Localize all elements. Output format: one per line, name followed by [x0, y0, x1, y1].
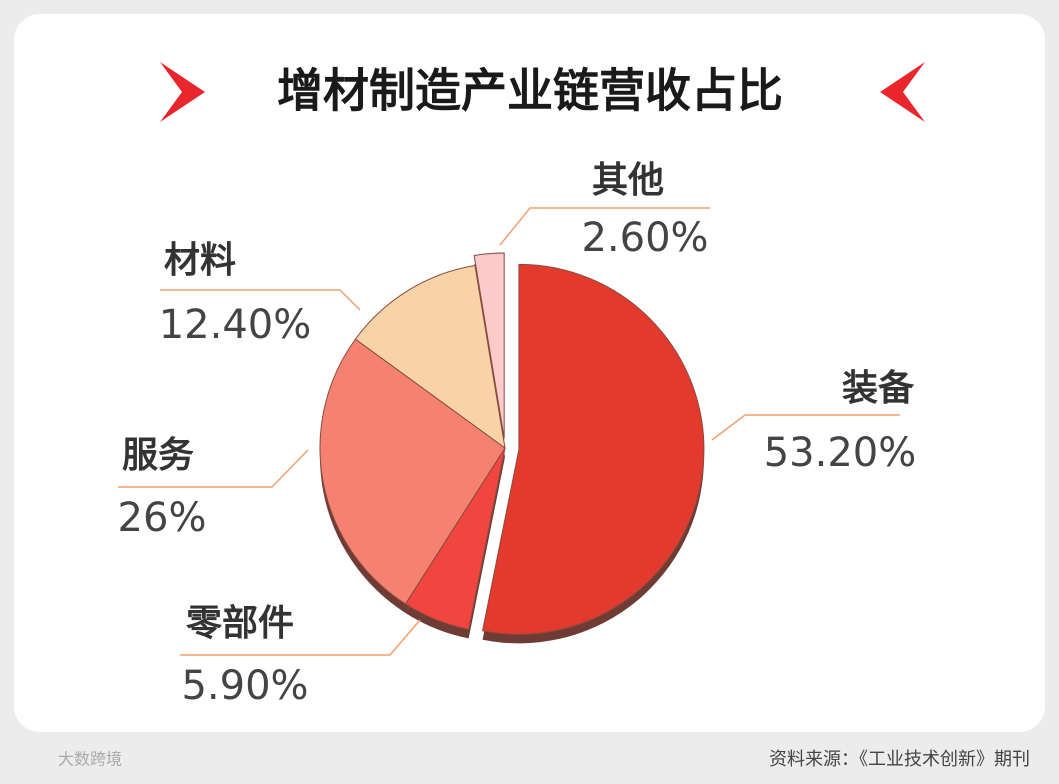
leader-line: [711, 414, 900, 441]
title-chevron: [160, 62, 205, 122]
value-label: 53.20%: [764, 430, 917, 476]
category-label: 其他: [592, 160, 664, 201]
category-label: 材料: [164, 240, 236, 281]
pie-slice: [354, 264, 506, 450]
brand: 大数跨境: [58, 750, 122, 769]
chart-title: 增材制造产业链营收占比: [277, 64, 783, 118]
category-label: 零部件: [186, 603, 294, 644]
value-label: 26%: [118, 495, 207, 541]
title-chevron: [880, 62, 925, 122]
leader-line: [180, 619, 421, 656]
pie-slice: [319, 338, 506, 605]
value-label: 2.60%: [581, 215, 708, 261]
leader-line: [499, 207, 710, 246]
category-label: 服务: [122, 435, 194, 476]
category-label: 装备: [842, 368, 915, 409]
source-note: 资料来源：《工业技术创新》期刊: [769, 749, 1030, 770]
leader-line: [118, 449, 309, 488]
value-label: 5.90%: [181, 663, 308, 709]
pie-slice: [482, 263, 705, 635]
pie-slice: [473, 252, 505, 439]
leader-line: [160, 289, 361, 311]
value-label: 12.40%: [159, 302, 312, 348]
